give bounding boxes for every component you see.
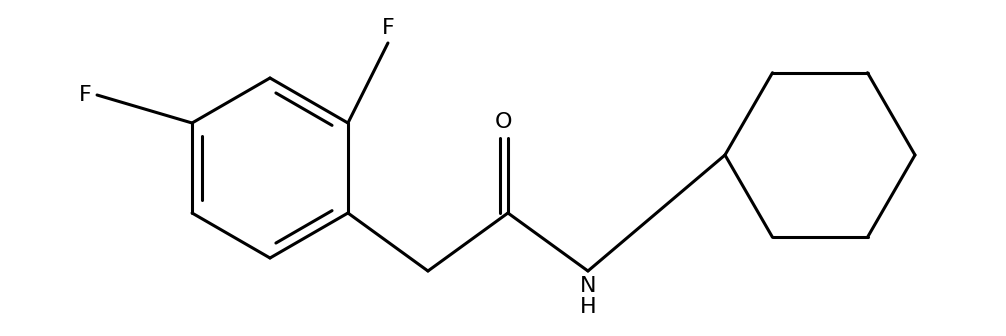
Text: F: F [381,18,394,38]
Text: N: N [579,276,597,296]
Text: O: O [495,112,513,132]
Text: F: F [79,85,93,105]
Text: H: H [579,297,597,317]
